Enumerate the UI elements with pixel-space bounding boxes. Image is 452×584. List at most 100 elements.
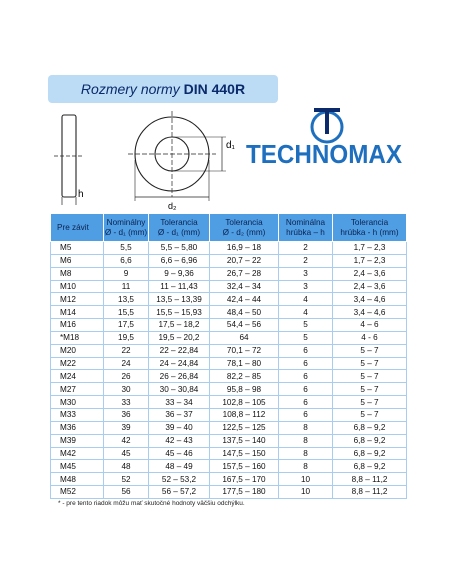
table-cell: 13,5 — [103, 292, 149, 307]
table-cell: 137,5 – 140 — [209, 433, 279, 448]
table-cell: 8,8 – 11,2 — [332, 485, 407, 499]
table-row: M16 17,5 17,5 – 18,2 54,4 – 56 5 4 – 6 — [50, 318, 407, 332]
table-row: M22 24 24 – 24,84 78,1 – 80 6 5 – 7 — [50, 356, 407, 371]
header-text: Nominálny — [106, 217, 146, 227]
technical-drawing: d₁ d₂ h TECHNOMAX — [54, 108, 403, 211]
table-cell: M42 — [50, 446, 104, 461]
table-cell: 26 – 26,84 — [148, 369, 210, 384]
table-cell: M20 — [50, 343, 104, 358]
table-cell: 78,1 – 80 — [209, 356, 279, 371]
table-cell: 22 — [103, 343, 149, 358]
table-row: M45 48 48 – 49 157,5 – 160 8 6,8 – 9,2 — [50, 459, 407, 474]
table-row: M42 45 45 – 46 147,5 – 150 8 6,8 – 9,2 — [50, 446, 407, 461]
table-cell: M45 — [50, 459, 104, 474]
table-cell: M36 — [50, 420, 104, 435]
table-cell: 2 — [278, 241, 333, 255]
table-cell: 6 — [278, 369, 333, 384]
table-cell: 56 — [103, 485, 149, 499]
table-cell: 52 – 53,2 — [148, 472, 210, 487]
table-cell: *M18 — [50, 330, 104, 345]
table-cell: 3,4 – 4,6 — [332, 292, 407, 307]
table-cell: 24 — [103, 356, 149, 371]
table-cell: 1,7 – 2,3 — [332, 241, 407, 255]
table-cell: M27 — [50, 382, 104, 397]
table-cell: 8,8 – 11,2 — [332, 472, 407, 487]
table-cell: 13,5 – 13,39 — [148, 292, 210, 307]
table-cell: 5 — [278, 330, 333, 345]
table-cell: 6,8 – 9,2 — [332, 420, 407, 435]
header-cell: Nominálny Ø - d₁ (mm) — [103, 213, 149, 242]
table-cell: M5 — [50, 241, 104, 255]
header-text: Pre závit — [57, 222, 89, 232]
table-cell: 11 – 11,43 — [148, 279, 210, 294]
table-row: M48 52 52 – 53,2 167,5 – 170 10 8,8 – 11,2 — [50, 472, 407, 487]
logo-icon — [310, 108, 344, 144]
table-cell: M16 — [50, 318, 104, 332]
table-cell: 6 — [278, 407, 333, 422]
table-row: M20 22 22 – 22,84 70,1 – 72 6 5 – 7 — [50, 343, 407, 358]
table-cell: 6,8 – 9,2 — [332, 446, 407, 461]
table-cell: 167,5 – 170 — [209, 472, 279, 487]
header-cell: Nominálna hrúbka – h — [278, 213, 333, 242]
table-cell: 42 — [103, 433, 149, 448]
header-text: Tolerancia — [160, 217, 198, 227]
table-cell: M52 — [50, 485, 104, 499]
h-label: h — [78, 189, 84, 200]
table-cell: 3 — [278, 266, 333, 281]
table-cell: 4 – 6 — [332, 318, 407, 332]
table-cell: 48 — [103, 459, 149, 474]
table-cell: 8 — [278, 459, 333, 474]
table-cell: 15,5 — [103, 305, 149, 320]
table-cell: 26 — [103, 369, 149, 384]
d2-label: d₂ — [168, 201, 177, 211]
table-cell: 10 — [278, 485, 333, 499]
table-cell: 64 — [209, 330, 279, 345]
table-cell: 42 – 43 — [148, 433, 210, 448]
table-row: M39 42 42 – 43 137,5 – 140 8 6,8 – 9,2 — [50, 433, 407, 448]
table-row: M30 33 33 – 34 102,8 – 105 6 5 – 7 — [50, 395, 407, 409]
table-row: M36 39 39 – 40 122,5 – 125 8 6,8 – 9,2 — [50, 420, 407, 435]
table-cell: 102,8 – 105 — [209, 395, 279, 409]
table-cell: 17,5 — [103, 318, 149, 332]
table-cell: 9 — [103, 266, 149, 281]
footnote: * - pre tento riadok môžu mať skutočné h… — [58, 500, 245, 507]
table-cell: 16,9 – 18 — [209, 241, 279, 255]
header-cell: Tolerancia Ø - d₁ (mm) — [148, 213, 210, 242]
header-text: Nominálna — [285, 217, 326, 227]
table-cell: 95,8 – 98 — [209, 382, 279, 397]
header-cell: Pre závit — [50, 213, 104, 242]
table-cell: 4 - 6 — [332, 330, 407, 345]
table-cell: 17,5 – 18,2 — [148, 318, 210, 332]
table-cell: 157,5 – 160 — [209, 459, 279, 474]
table-cell: 2,4 – 3,6 — [332, 266, 407, 281]
table-cell: 6,6 – 6,96 — [148, 253, 210, 268]
table-cell: 122,5 – 125 — [209, 420, 279, 435]
table-cell: 5,5 — [103, 241, 149, 255]
table-cell: M48 — [50, 472, 104, 487]
table-cell: 8 — [278, 446, 333, 461]
table-cell: 33 — [103, 395, 149, 409]
table-row: M8 9 9 – 9,36 26,7 – 28 3 2,4 – 3,6 — [50, 266, 407, 281]
table-cell: 5 – 7 — [332, 395, 407, 409]
table-cell: 42,4 – 44 — [209, 292, 279, 307]
table-cell: 24 – 24,84 — [148, 356, 210, 371]
table-cell: 36 — [103, 407, 149, 422]
table-cell: M22 — [50, 356, 104, 371]
header-text: Tolerancia — [350, 217, 389, 227]
table-cell: 33 – 34 — [148, 395, 210, 409]
table-cell: 6 — [278, 356, 333, 371]
table-cell: 2,4 – 3,6 — [332, 279, 407, 294]
d1-label: d₁ — [226, 140, 236, 151]
table-cell: 2 — [278, 253, 333, 268]
table-cell: 8 — [278, 433, 333, 448]
table-cell: 4 — [278, 292, 333, 307]
table-cell: M6 — [50, 253, 104, 268]
header-text: hrúbka – h — [286, 227, 325, 237]
table-cell: 10 — [278, 472, 333, 487]
table-cell: 147,5 – 150 — [209, 446, 279, 461]
table-cell: 70,1 – 72 — [209, 343, 279, 358]
table-cell: 20,7 – 22 — [209, 253, 279, 268]
table-row: M33 36 36 – 37 108,8 – 112 6 5 – 7 — [50, 407, 407, 422]
table-cell: 19,5 — [103, 330, 149, 345]
table-cell: M8 — [50, 266, 104, 281]
